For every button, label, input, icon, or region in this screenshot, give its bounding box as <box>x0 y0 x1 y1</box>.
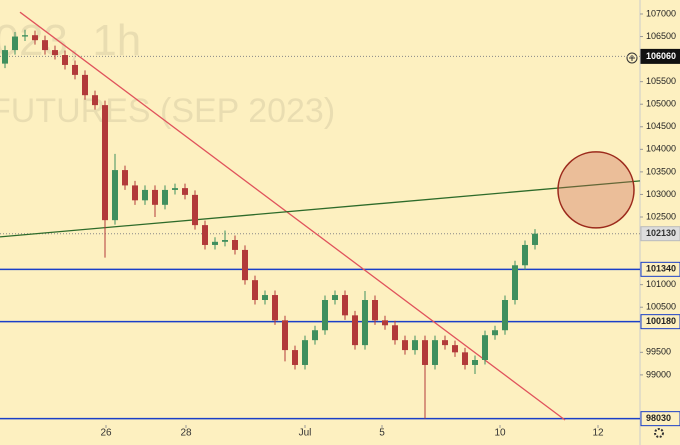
candle-body <box>532 233 538 245</box>
watermark: FUTURES (SEP 2023) <box>0 92 335 130</box>
candle-body <box>62 55 68 65</box>
candle-body <box>372 300 378 321</box>
candle-body <box>302 340 308 365</box>
price-label-box <box>640 48 680 64</box>
settings-button[interactable] <box>650 425 668 441</box>
candle-body <box>442 340 448 346</box>
candle-body <box>452 345 458 353</box>
y-tick-label: 100500 <box>646 302 676 312</box>
candle-body <box>482 335 488 361</box>
y-tick-label: 104000 <box>646 144 676 154</box>
trend-line <box>0 180 641 238</box>
candle-body <box>212 241 218 245</box>
price-label-box <box>640 314 680 330</box>
price-label: 98030 <box>646 413 671 423</box>
price-label: 102130 <box>646 228 676 238</box>
candle-body <box>502 300 508 331</box>
candle-body <box>312 330 318 341</box>
candle-body <box>72 64 78 75</box>
x-tick-label: 12 <box>592 428 604 439</box>
candle-body <box>52 50 58 56</box>
candle-body <box>142 189 148 201</box>
candle-body <box>332 295 338 301</box>
candle-body <box>162 189 168 205</box>
candle-body <box>272 295 278 321</box>
y-tick-label: 102500 <box>646 211 676 221</box>
candle-body <box>382 320 388 326</box>
price-label-box <box>640 261 680 277</box>
y-tick-label: 99000 <box>646 369 671 379</box>
candle-body <box>242 249 248 281</box>
candle-body <box>422 340 428 365</box>
candle-body <box>32 35 38 41</box>
candle-body <box>282 320 288 351</box>
watermark: 2023, 1h <box>0 16 141 65</box>
candle-body <box>472 360 478 365</box>
y-tick-label: 105000 <box>646 99 676 109</box>
candle-body <box>182 188 188 195</box>
trend-line <box>19 11 566 421</box>
x-tick-label: Jul <box>299 428 312 439</box>
candle-body <box>292 350 298 365</box>
candle-body <box>362 300 368 346</box>
candle-body <box>92 95 98 106</box>
candle-body <box>152 189 158 205</box>
candle-body <box>2 50 8 64</box>
price-label: 106060 <box>646 51 676 61</box>
candle-body <box>22 35 28 37</box>
candle-body <box>42 40 48 51</box>
y-tick-label: 106500 <box>646 31 676 41</box>
candle-body <box>512 265 518 301</box>
y-tick-label: 103000 <box>646 189 676 199</box>
candle-body <box>232 240 238 250</box>
x-tick-label: 10 <box>494 428 506 439</box>
y-tick-label: 104500 <box>646 121 676 131</box>
candle-body <box>432 340 438 365</box>
price-label-box <box>640 411 680 427</box>
candle-body <box>122 170 128 186</box>
candle-body <box>522 244 528 266</box>
add-button[interactable] <box>626 52 638 64</box>
settings-icon <box>654 428 664 438</box>
y-tick-label: 103500 <box>646 166 676 176</box>
candle-body <box>322 300 328 331</box>
y-tick-label: 99500 <box>646 347 671 357</box>
y-tick-label: 105500 <box>646 76 676 86</box>
candle-body <box>192 194 198 226</box>
candle-body <box>342 295 348 316</box>
candle-body <box>392 325 398 341</box>
candle-body <box>412 340 418 351</box>
candle-body <box>352 315 358 346</box>
candle-body <box>492 330 498 336</box>
candle-body <box>202 225 208 245</box>
candle-body <box>12 36 18 51</box>
price-label: 100180 <box>646 316 676 326</box>
price-label-box <box>640 226 680 242</box>
candle-body <box>102 105 108 221</box>
add-icon <box>629 55 635 61</box>
candle-body <box>262 295 268 301</box>
candle-body <box>462 352 468 365</box>
y-tick-label: 107000 <box>646 8 676 18</box>
y-tick-label: 101000 <box>646 279 676 289</box>
candle-body <box>82 74 88 96</box>
candle-body <box>222 240 228 242</box>
price-label: 101340 <box>646 264 676 274</box>
candle-body <box>402 340 408 351</box>
x-tick-label: 26 <box>100 428 112 439</box>
x-tick-label: 28 <box>180 428 192 439</box>
circle-annotation <box>557 151 635 229</box>
candle-body <box>132 185 138 201</box>
candle-body <box>172 188 178 190</box>
x-tick-label: 5 <box>379 428 385 439</box>
candle-body <box>112 170 118 221</box>
candle-body <box>252 280 258 301</box>
